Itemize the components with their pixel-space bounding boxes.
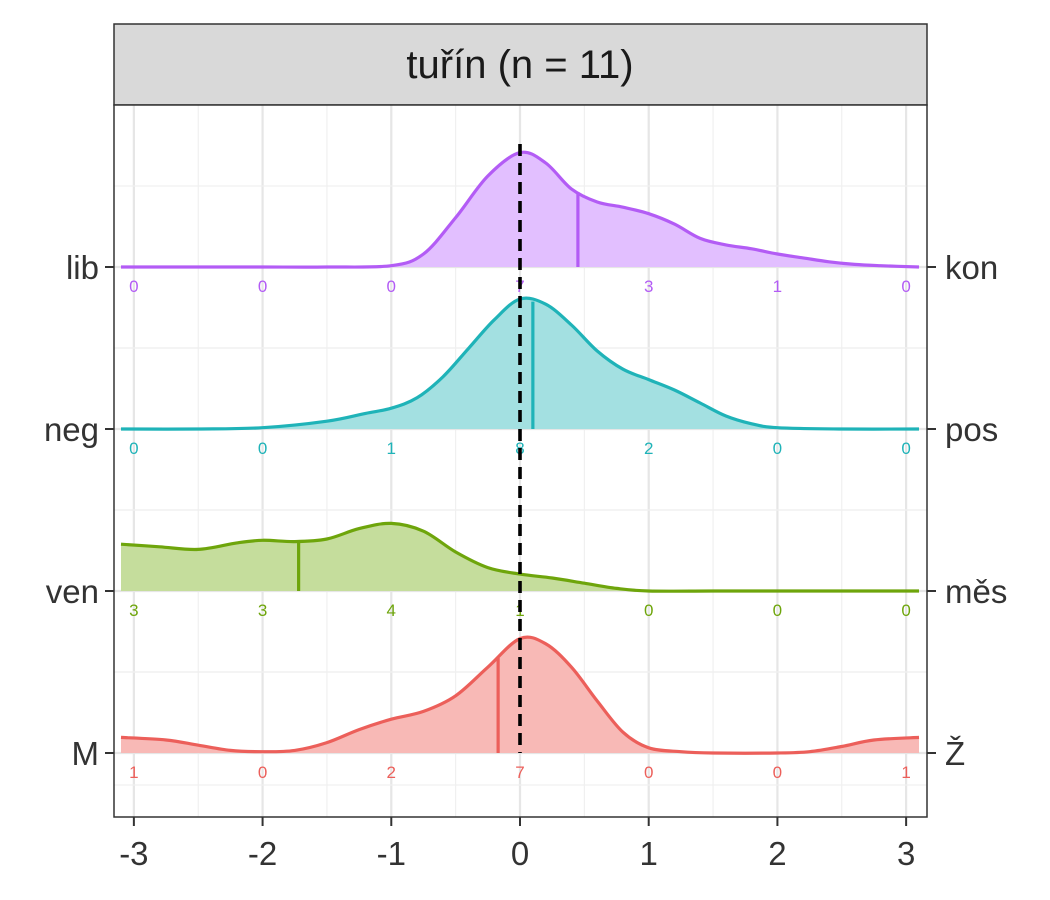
facet-strip [113, 23, 928, 106]
count-label: 3 [129, 601, 138, 620]
count-label: 0 [258, 763, 267, 782]
axes: -3 -2 -1 0 1 2 3 lib kon neg pos ven měs M Ž [44, 249, 1007, 872]
y-tick-label-left: neg [44, 411, 99, 448]
count-label: 0 [258, 439, 267, 458]
count-label: 2 [644, 439, 653, 458]
count-label: 0 [901, 439, 910, 458]
count-label: 0 [129, 277, 138, 296]
count-label: 2 [387, 763, 396, 782]
y-tick-label-left: M [72, 735, 100, 772]
y-tick-label-right: měs [945, 573, 1007, 610]
count-label: 0 [901, 277, 910, 296]
count-label: 1 [129, 763, 138, 782]
count-label: 4 [387, 601, 396, 620]
count-label: 3 [644, 277, 653, 296]
count-label: 0 [773, 439, 782, 458]
count-label: 7 [515, 763, 524, 782]
count-label: 0 [773, 763, 782, 782]
count-label: 1 [773, 277, 782, 296]
count-label: 0 [901, 601, 910, 620]
count-label: 1 [387, 439, 396, 458]
count-label: 0 [258, 277, 267, 296]
x-tick-label: 0 [511, 835, 529, 872]
density-line [120, 150, 920, 269]
x-tick-label: -2 [248, 835, 277, 872]
x-tick-label: 3 [897, 835, 915, 872]
density-line [120, 521, 919, 593]
y-tick-label-left: ven [46, 573, 99, 610]
count-label: 3 [258, 601, 267, 620]
count-label: 0 [644, 601, 653, 620]
y-tick-label-right: Ž [945, 735, 965, 772]
chart-title: tuřín (n = 11) [406, 43, 633, 87]
count-label: 1 [901, 763, 910, 782]
ridge-ven: 3341000 [120, 521, 919, 620]
y-tick-label-left: lib [66, 249, 99, 286]
x-tick-label: 2 [768, 835, 786, 872]
count-label: 0 [387, 277, 396, 296]
density-line [120, 296, 920, 431]
y-tick-label-right: kon [945, 249, 998, 286]
x-tick-label: -1 [377, 835, 406, 872]
x-tick-label: -3 [119, 835, 148, 872]
count-label: 0 [644, 763, 653, 782]
count-label: 0 [129, 439, 138, 458]
y-tick-label-right: pos [945, 411, 998, 448]
x-tick-label: 1 [640, 835, 658, 872]
count-label: 0 [773, 601, 782, 620]
